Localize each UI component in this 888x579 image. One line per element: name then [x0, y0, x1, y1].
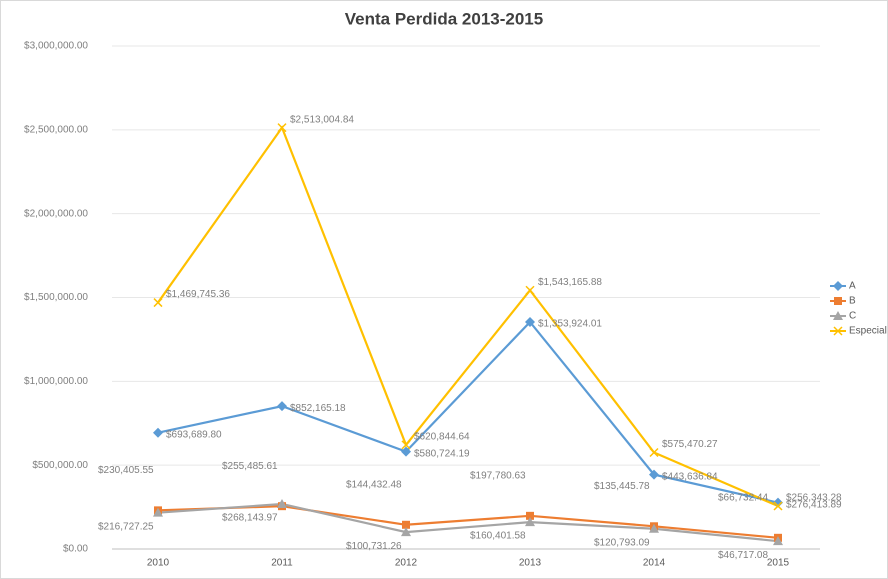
data-label: $135,445.78 — [594, 481, 650, 492]
marker-shape — [277, 123, 287, 133]
marker-shape — [649, 447, 659, 458]
marker-shape — [525, 517, 535, 527]
marker-shape — [649, 523, 659, 533]
marker-shape — [153, 427, 163, 438]
marker — [277, 499, 287, 509]
x-tick-label: 2015 — [767, 558, 790, 569]
y-tick-label: $1,500,000.00 — [24, 292, 88, 303]
marker — [773, 497, 783, 508]
marker-shape — [833, 281, 843, 291]
y-tick-label: $3,000,000.00 — [24, 41, 88, 52]
marker — [525, 285, 535, 295]
legend-label: B — [849, 296, 856, 307]
data-label: $160,401.58 — [470, 531, 526, 542]
marker — [649, 523, 659, 533]
marker — [277, 401, 287, 412]
legend-label: C — [849, 311, 856, 322]
series-line — [157, 320, 779, 504]
chart-title: Venta Perdida 2013-2015 — [345, 9, 543, 28]
data-label: $575,470.27 — [662, 439, 718, 450]
marker — [401, 446, 411, 457]
data-label: $620,844.64 — [414, 432, 470, 443]
data-label: $66,732.44 — [718, 492, 768, 503]
marker-shape — [773, 501, 783, 511]
marker-shape — [525, 316, 535, 327]
marker-shape — [401, 527, 411, 537]
data-label: $100,731.26 — [346, 541, 402, 552]
data-label: $1,353,924.01 — [538, 319, 602, 330]
marker-shape — [401, 440, 411, 450]
marker-shape — [153, 507, 163, 517]
marker — [833, 326, 843, 336]
marker — [153, 298, 163, 308]
marker-shape — [525, 285, 535, 295]
marker-shape — [402, 520, 410, 529]
marker — [833, 311, 843, 320]
marker — [401, 440, 411, 450]
marker — [773, 501, 783, 511]
data-label: $443,636.84 — [662, 471, 718, 482]
y-tick-label: $0.00 — [63, 544, 88, 555]
marker-shape — [833, 311, 843, 320]
y-tick-label: $2,000,000.00 — [24, 208, 88, 219]
data-label: $216,727.25 — [98, 521, 154, 532]
marker-shape — [277, 499, 287, 509]
data-label: $197,780.63 — [470, 470, 526, 481]
x-tick-label: 2013 — [519, 558, 542, 569]
series-line — [157, 502, 779, 543]
x-tick-label: 2012 — [395, 558, 418, 569]
data-label: $693,689.80 — [166, 429, 222, 440]
x-tick-label: 2010 — [147, 558, 170, 569]
marker — [834, 297, 842, 305]
y-tick-label: $1,000,000.00 — [24, 376, 88, 387]
marker-shape — [649, 469, 659, 480]
marker — [833, 281, 843, 291]
marker — [402, 520, 410, 529]
marker-shape — [277, 401, 287, 412]
marker-shape — [401, 446, 411, 457]
data-label: $256,343.28 — [786, 493, 842, 504]
x-tick-label: 2011 — [271, 558, 293, 569]
y-tick-label: $2,500,000.00 — [24, 124, 88, 135]
x-tick-label: 2014 — [643, 558, 666, 569]
data-label: $255,485.61 — [222, 461, 278, 472]
marker-shape — [834, 297, 842, 305]
data-label: $120,793.09 — [594, 537, 650, 548]
marker — [277, 123, 287, 133]
data-label: $852,165.18 — [290, 403, 346, 414]
data-label: $144,432.48 — [346, 479, 402, 490]
data-label: $580,724.19 — [414, 448, 470, 459]
marker — [649, 447, 659, 458]
data-label: $2,513,004.84 — [290, 114, 354, 125]
marker — [153, 427, 163, 438]
legend-label: A — [849, 281, 856, 292]
marker — [153, 507, 163, 517]
marker — [525, 316, 535, 327]
series-line — [157, 505, 779, 539]
marker-shape — [773, 536, 783, 546]
series-line — [157, 125, 779, 508]
marker — [525, 517, 535, 527]
legend-label: Especial — [849, 326, 887, 337]
data-label: $1,469,745.36 — [166, 289, 230, 300]
y-tick-label: $500,000.00 — [32, 460, 88, 471]
data-label: $46,717.08 — [718, 550, 768, 561]
data-label: $1,543,165.88 — [538, 277, 602, 288]
marker-shape — [833, 326, 843, 336]
marker-shape — [773, 497, 783, 508]
marker-shape — [526, 511, 534, 520]
data-label: $276,413.89 — [786, 499, 842, 510]
data-label: $230,405.55 — [98, 465, 154, 476]
data-label: $268,143.97 — [222, 513, 278, 524]
marker — [649, 469, 659, 480]
marker — [401, 527, 411, 537]
marker — [773, 536, 783, 546]
marker-shape — [153, 298, 163, 308]
marker — [526, 511, 534, 520]
